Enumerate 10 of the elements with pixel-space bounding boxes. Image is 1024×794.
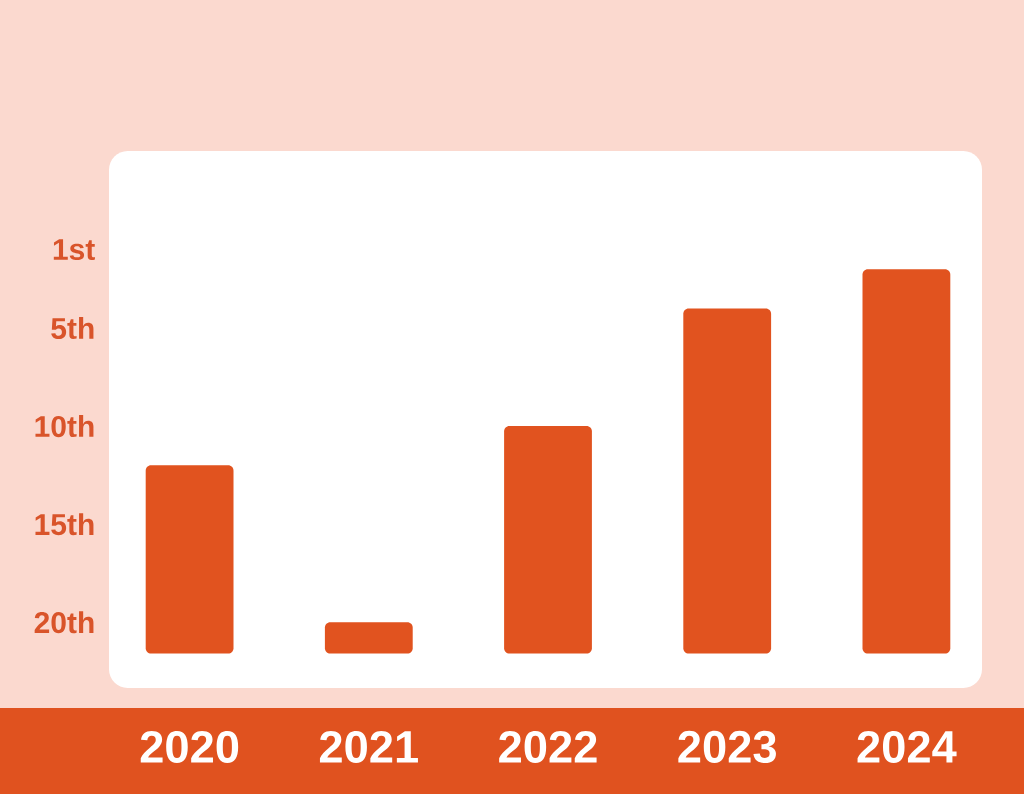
x-tick-label: 2021 (319, 730, 418, 763)
x-tick-label: 2024 (857, 730, 957, 763)
y-tick-label: 20th (34, 611, 94, 634)
y-tick-label: 10th (35, 415, 94, 438)
y-tick-label: 1st (53, 239, 95, 261)
x-tick-label: 2023 (678, 730, 776, 764)
x-tick-label: 2022 (499, 730, 597, 763)
x-tick-label: 2020 (140, 730, 239, 763)
y-tick-label: 5th (51, 317, 94, 340)
y-tick-label: 15th (35, 513, 94, 536)
